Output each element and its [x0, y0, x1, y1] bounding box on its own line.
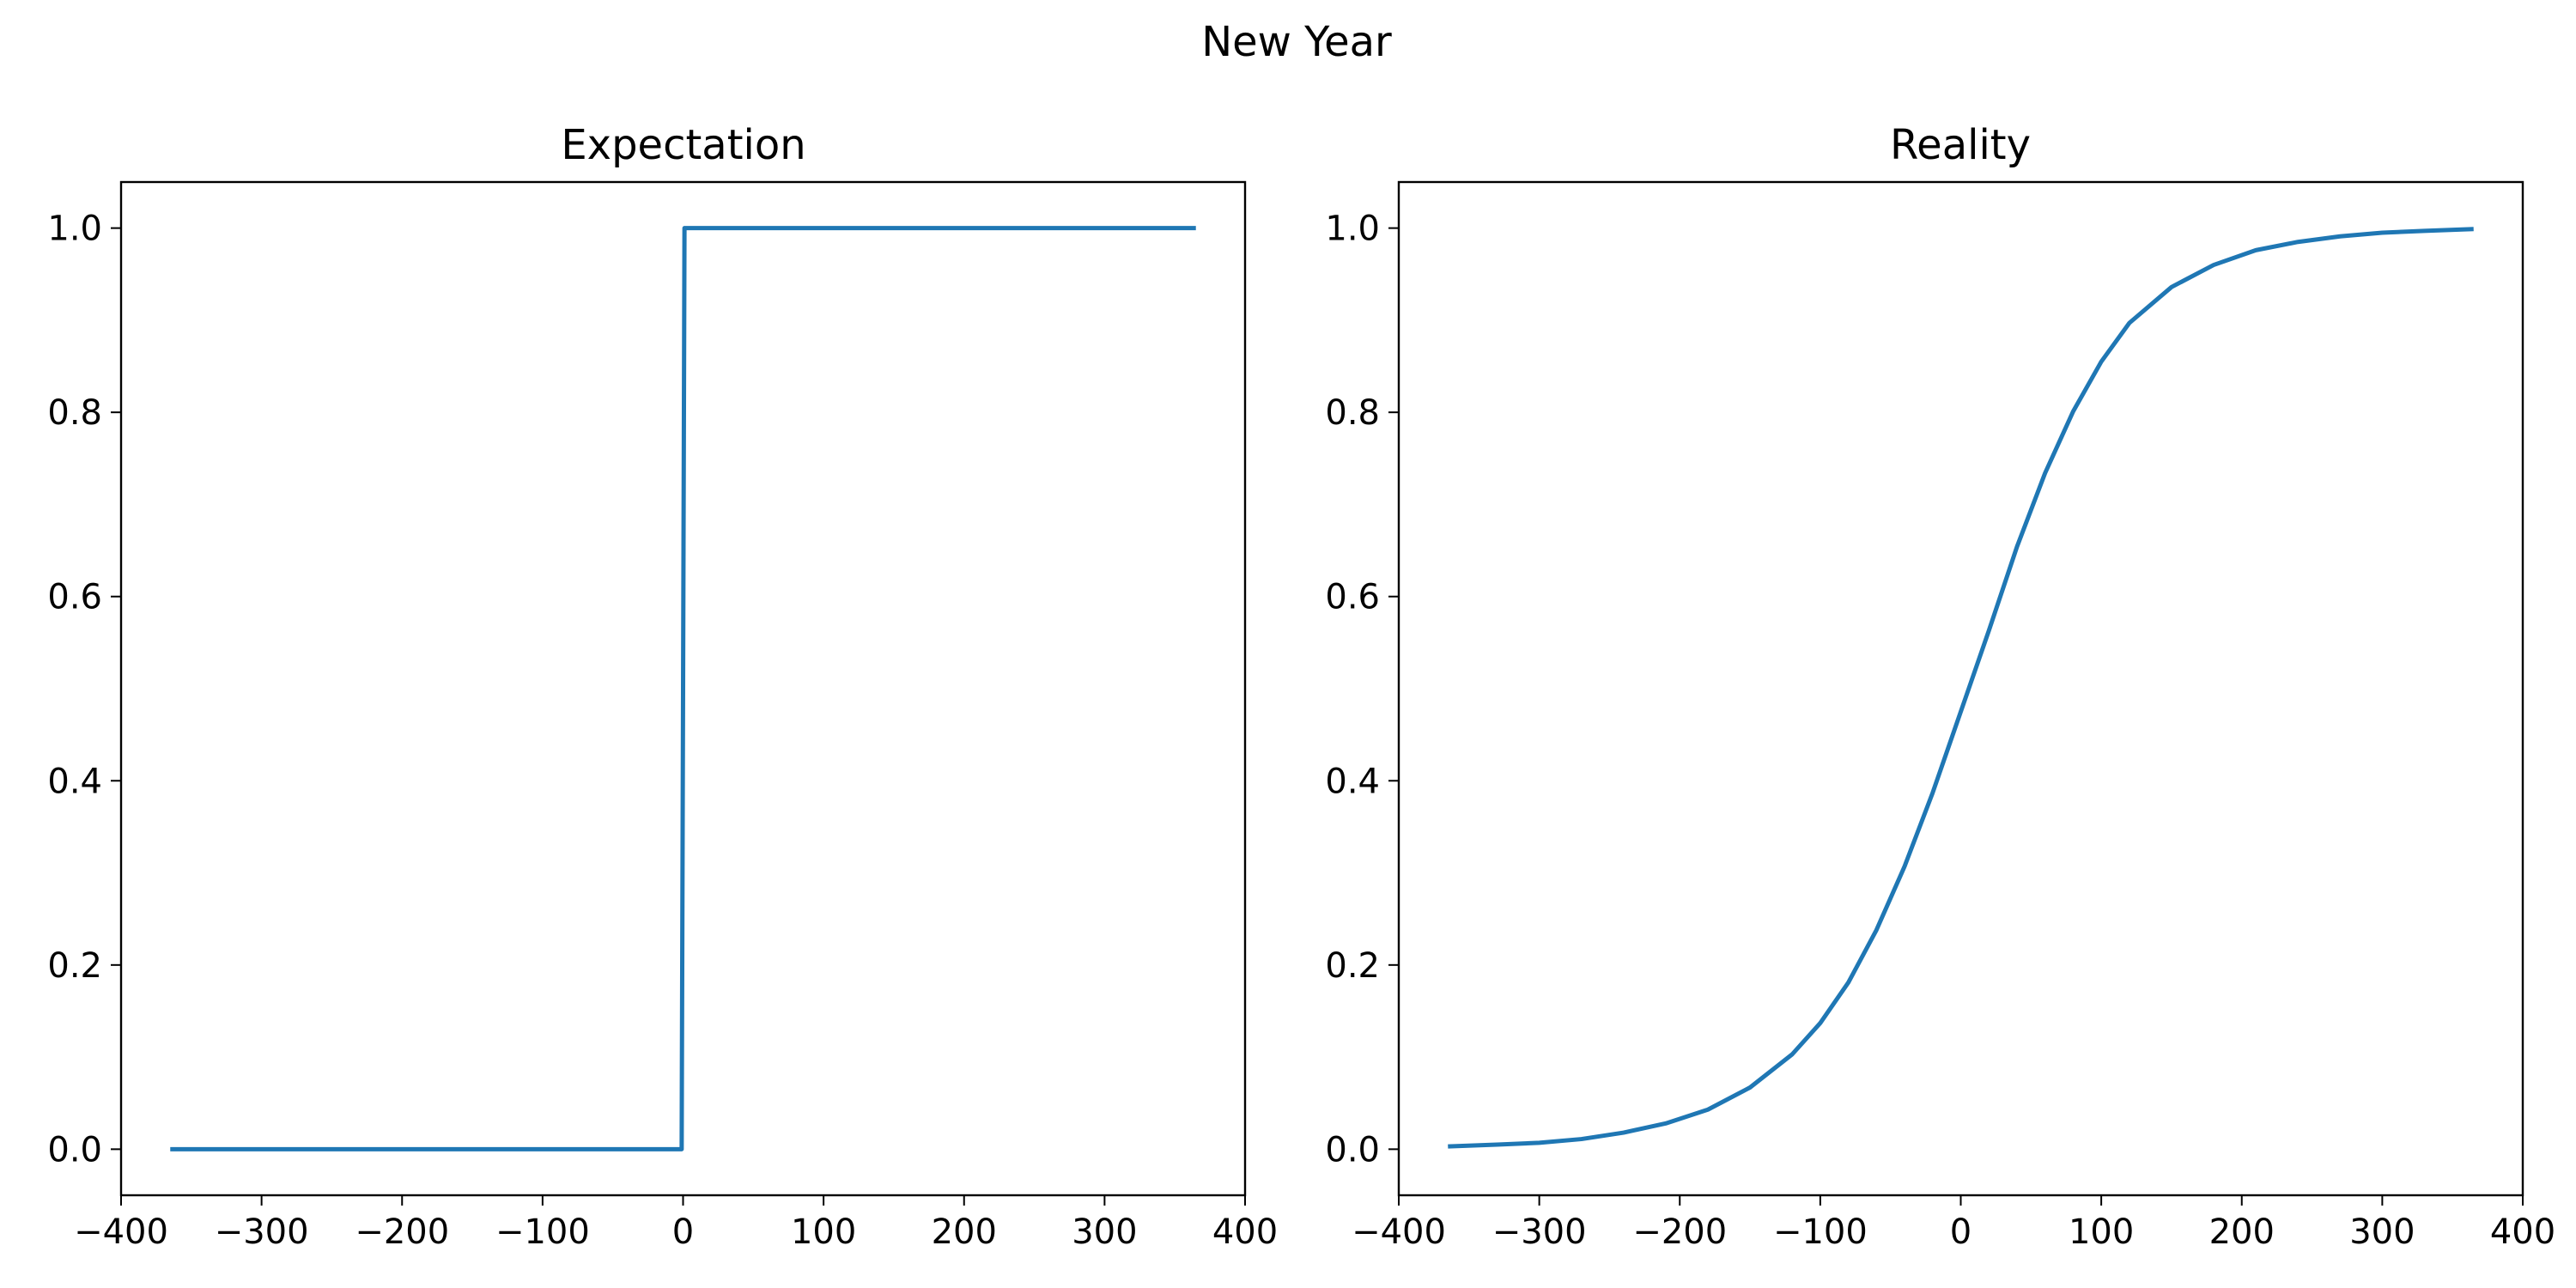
- x-axis-reality: −400 −300 −200 −100 0 100 200 300 400: [1352, 1195, 2555, 1252]
- y-tick-label: 1.0: [1325, 210, 1380, 249]
- x-tick-label: 0: [1950, 1212, 1971, 1252]
- panel-expectation: Expectation −400 −300 −200 −100 0 100 200 300 40…: [47, 121, 1278, 1252]
- x-tick-label: −200: [355, 1212, 449, 1252]
- y-tick-label: 0.2: [47, 946, 102, 986]
- x-tick-label: −100: [495, 1212, 590, 1252]
- x-tick-label: 0: [672, 1212, 694, 1252]
- y-tick-label: 0.4: [47, 762, 102, 801]
- panel-reality: Reality −400 −300 −200 −100 0 100 200 300 400 0.…: [1325, 121, 2555, 1252]
- y-tick-label: 0.2: [1325, 946, 1380, 986]
- x-tick-label: −400: [1352, 1212, 1446, 1252]
- y-tick-label: 1.0: [47, 210, 102, 249]
- y-tick-label: 0.0: [47, 1130, 102, 1170]
- y-tick-label: 0.6: [47, 578, 102, 617]
- plot-area-reality: [1397, 180, 2524, 1197]
- x-tick-label: 300: [1072, 1212, 1137, 1252]
- series-line-expectation: [170, 226, 1196, 1151]
- y-axis-reality: 0.0 0.2 0.4 0.6 0.8 1.0: [1325, 210, 1399, 1170]
- x-axis-expectation: −400 −300 −200 −100 0 100 200 300 400: [74, 1195, 1278, 1252]
- y-tick-label: 0.8: [1325, 393, 1380, 433]
- x-tick-label: −100: [1773, 1212, 1868, 1252]
- y-tick-label: 0.0: [1325, 1130, 1380, 1170]
- panel-title-reality: Reality: [1890, 121, 2031, 169]
- x-tick-label: −300: [1492, 1212, 1587, 1252]
- series-line-reality: [1448, 227, 2474, 1149]
- x-tick-label: 200: [932, 1212, 997, 1252]
- x-tick-label: 100: [2069, 1212, 2134, 1252]
- x-tick-label: 400: [2490, 1212, 2555, 1252]
- x-tick-label: −400: [74, 1212, 168, 1252]
- y-tick-label: 0.8: [47, 393, 102, 433]
- x-tick-label: −200: [1632, 1212, 1727, 1252]
- series-group-expectation: [170, 226, 1196, 1151]
- x-tick-label: 200: [2209, 1212, 2275, 1252]
- x-tick-label: 300: [2349, 1212, 2415, 1252]
- y-tick-label: 0.6: [1325, 578, 1380, 617]
- y-tick-label: 0.4: [1325, 762, 1380, 801]
- x-tick-label: −300: [215, 1212, 309, 1252]
- series-group-reality: [1448, 227, 2474, 1149]
- x-tick-label: 100: [791, 1212, 856, 1252]
- x-tick-label: 400: [1212, 1212, 1278, 1252]
- figure-title: New Year: [1201, 18, 1392, 66]
- panel-title-expectation: Expectation: [561, 121, 805, 169]
- y-axis-expectation: 0.0 0.2 0.4 0.6 0.8 1.0: [47, 210, 121, 1170]
